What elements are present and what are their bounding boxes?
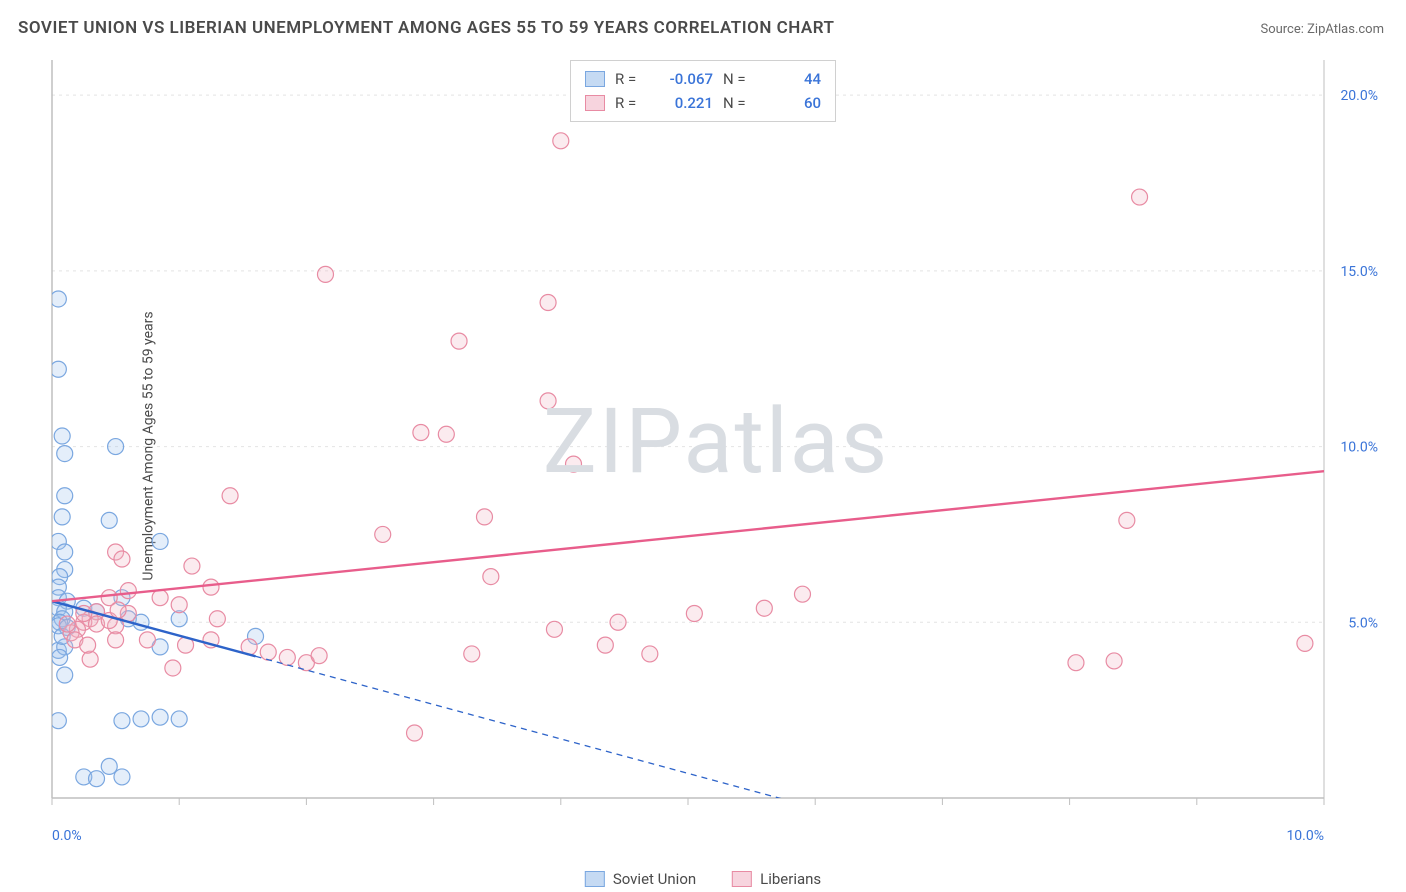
svg-text:10.0%: 10.0% (1340, 440, 1378, 456)
r-label: R = (615, 91, 647, 115)
n-value: 44 (765, 67, 821, 91)
svg-text:5.0%: 5.0% (1348, 615, 1378, 631)
legend-row: R = -0.067 N = 44 (585, 67, 821, 91)
legend-swatch (585, 871, 605, 887)
chart-title: SOVIET UNION VS LIBERIAN UNEMPLOYMENT AM… (18, 18, 834, 38)
legend-swatch (732, 871, 752, 887)
svg-text:15.0%: 15.0% (1340, 264, 1378, 280)
r-label: R = (615, 67, 647, 91)
source-credit: Source: ZipAtlas.com (1260, 22, 1384, 37)
legend-swatch (585, 95, 605, 111)
legend-label: Soviet Union (613, 870, 696, 888)
legend-label: Liberians (760, 870, 821, 888)
n-label: N = (723, 67, 755, 91)
source-link[interactable]: ZipAtlas.com (1307, 22, 1384, 37)
legend-item: Soviet Union (585, 870, 696, 888)
r-value: 0.221 (657, 91, 713, 115)
plot-area: ZIPatlas 5.0%10.0%15.0%20.0%0.0%10.0% (48, 54, 1384, 846)
source-prefix: Source: (1260, 22, 1307, 37)
correlation-legend: R = -0.067 N = 44 R = 0.221 N = 60 (570, 60, 836, 122)
svg-text:20.0%: 20.0% (1340, 88, 1378, 104)
series-legend: Soviet Union Liberians (585, 870, 821, 888)
n-value: 60 (765, 91, 821, 115)
legend-item: Liberians (732, 870, 821, 888)
legend-row: R = 0.221 N = 60 (585, 91, 821, 115)
legend-swatch (585, 71, 605, 87)
svg-text:0.0%: 0.0% (52, 828, 82, 844)
n-label: N = (723, 91, 755, 115)
scatter-chart: 5.0% 10.0% 15.0% 20.0% 0.0% 10.0% (48, 54, 1384, 846)
svg-text:10.0%: 10.0% (1286, 828, 1324, 844)
r-value: -0.067 (657, 67, 713, 91)
